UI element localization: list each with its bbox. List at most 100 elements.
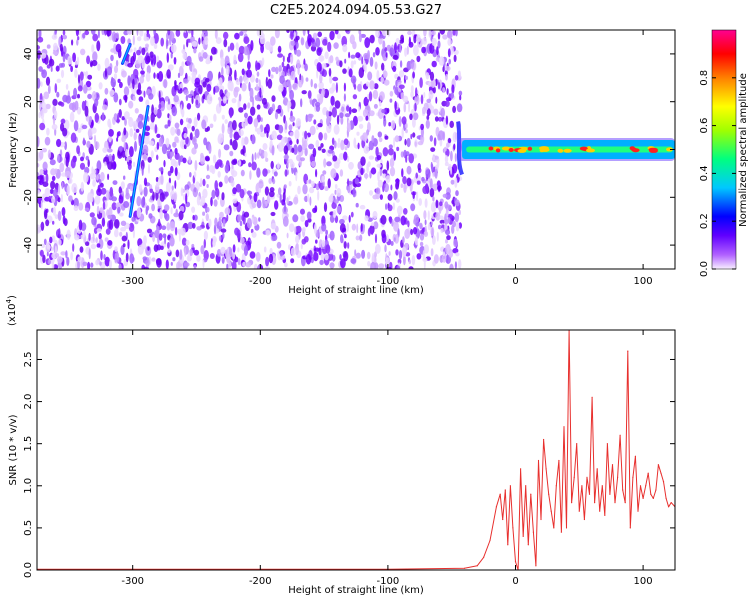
spectrogram-noise-cell — [450, 179, 455, 185]
spectrogram-noise-cell — [326, 116, 331, 127]
spectrogram-noise-cell — [406, 137, 411, 148]
spectrogram-noise-cell — [89, 172, 96, 180]
spectrogram-noise-cell — [320, 89, 325, 98]
spectrogram-noise-cell — [380, 76, 384, 84]
spectrogram-noise-cell — [131, 85, 137, 95]
spectrogram-noise-cell — [384, 244, 387, 253]
spectrogram-noise-cell — [274, 30, 280, 39]
spectrogram-noise-cell — [143, 32, 147, 42]
spectrogram-noise-cell — [170, 191, 173, 197]
spectrogram-noise-cell — [394, 100, 397, 111]
spectrogram-noise-cell — [51, 196, 56, 204]
spectrogram-noise-cell — [367, 113, 370, 122]
snr-data-point — [586, 476, 588, 478]
spectrogram-noise-cell — [410, 91, 414, 98]
spectrogram-noise-cell — [193, 264, 197, 269]
spectrogram-noise-cell — [256, 83, 259, 92]
spectrogram-noise-cell — [116, 137, 119, 142]
spectrogram-noise-cell — [320, 143, 324, 148]
spectrogram-noise-cell — [105, 228, 111, 235]
spectrogram-noise-cell — [271, 66, 277, 72]
spectrogram-noise-cell — [66, 229, 71, 240]
spectrogram-noise-cell — [412, 118, 416, 128]
spectrogram-noise-cell — [140, 242, 147, 250]
spectrogram-noise-cell — [91, 216, 97, 226]
spectrogram-noise-cell — [307, 34, 313, 45]
spectrogram-noise-cell — [95, 259, 99, 266]
spectrogram-noise-cell — [84, 207, 90, 212]
spectrogram-noise-cell — [47, 259, 52, 265]
spectrogram-noise-cell — [392, 65, 397, 72]
spectrogram-noise-cell — [338, 153, 345, 160]
spectrogram-noise-cell — [278, 124, 284, 134]
spectrogram-noise-cell — [57, 154, 60, 163]
spectrogram-noise-cell — [255, 60, 258, 72]
spectrogram-noise-cell — [327, 41, 332, 53]
spectrogram-noise-cell — [229, 108, 233, 119]
spectrogram-noise-cell — [410, 203, 416, 212]
spectrogram-noise-cell — [37, 77, 41, 89]
spectrogram-noise-cell — [232, 139, 238, 151]
spectrogram-noise-cell — [309, 196, 312, 206]
spectrogram-noise-cell — [145, 43, 149, 48]
snr-data-point — [525, 485, 527, 487]
spectrogram-noise-cell — [192, 187, 198, 198]
spectrogram-noise-cell — [175, 249, 180, 258]
spectrogram-y-tick-label: 0 — [23, 146, 34, 152]
spectrogram-noise-cell — [81, 124, 88, 130]
spectrogram-noise-cell — [243, 211, 250, 218]
spectrogram-noise-cell — [156, 55, 160, 63]
spectrogram-y-ticks: -40 -20 0 20 40 — [23, 48, 675, 253]
spectrogram-noise-cell — [158, 103, 162, 110]
snr-data-point — [512, 527, 514, 529]
spectrogram-noise-cell — [164, 124, 169, 129]
spectrogram-noise-cell — [57, 239, 62, 246]
spectrogram-noise-cell — [214, 30, 218, 40]
spectrogram-noise-cell — [101, 217, 106, 227]
spectrogram-noise-cell — [47, 84, 51, 94]
spectrogram-noise-cell — [211, 46, 217, 55]
spectrogram-noise-cell — [415, 87, 418, 98]
spectrogram-noise-cell — [346, 105, 350, 112]
spectrogram-noise-cell — [244, 152, 247, 158]
spectrogram-noise-cell — [253, 118, 259, 128]
spectrogram-noise-cell — [312, 32, 318, 40]
spectrogram-noise-cell — [283, 97, 289, 106]
spectrogram-noise-cell — [394, 135, 400, 143]
spectrogram-noise-cell — [243, 46, 249, 56]
spectrogram-noise-cell — [46, 251, 49, 257]
spectrogram-noise-cell — [444, 155, 449, 164]
spectrogram-noise-cell — [233, 87, 239, 98]
spectrogram-noise-cell — [417, 163, 421, 171]
spectrogram-noise-cell — [289, 161, 295, 169]
spectrogram-noise-cell — [132, 161, 136, 167]
spectrogram-noise-cell — [41, 147, 47, 153]
spectrogram-noise-cell — [193, 249, 200, 256]
spectrogram-noise-cell — [141, 264, 145, 269]
spectrogram-noise-cell — [400, 151, 404, 158]
spectrogram-noise-cell — [42, 96, 45, 104]
spectrogram-noise-cell — [209, 55, 213, 61]
spectrogram-noise-cell — [209, 165, 215, 173]
spectrogram-noise-cell — [198, 56, 204, 62]
spectrogram-noise-cell — [290, 247, 296, 256]
spectrogram-noise-cell — [276, 134, 283, 141]
spectrogram-noise-cell — [315, 169, 318, 178]
spectrogram-noise-cell — [134, 108, 139, 114]
spectrogram-noise-cell — [61, 182, 64, 190]
spectrogram-noise-cell — [107, 161, 113, 170]
spectrogram-noise-cell — [52, 220, 55, 225]
spectrogram-noise-cell — [96, 205, 100, 215]
spectrogram-noise-cell — [87, 159, 90, 168]
spectrogram-noise-cell — [107, 240, 113, 246]
spectrogram-noise-cell — [206, 93, 213, 105]
spectrogram-noise-cell — [124, 118, 127, 126]
spectrogram-noise-cell — [96, 160, 102, 171]
spectrogram-noise-cell — [329, 230, 335, 241]
spectrogram-noise-cell — [127, 75, 131, 86]
snr-data-point — [606, 443, 609, 445]
spectrogram-noise-cell — [223, 31, 229, 40]
spectrogram-noise-cell — [49, 236, 53, 244]
snr-data-point — [537, 459, 540, 462]
snr-x-tick-label: -200 — [249, 576, 272, 587]
